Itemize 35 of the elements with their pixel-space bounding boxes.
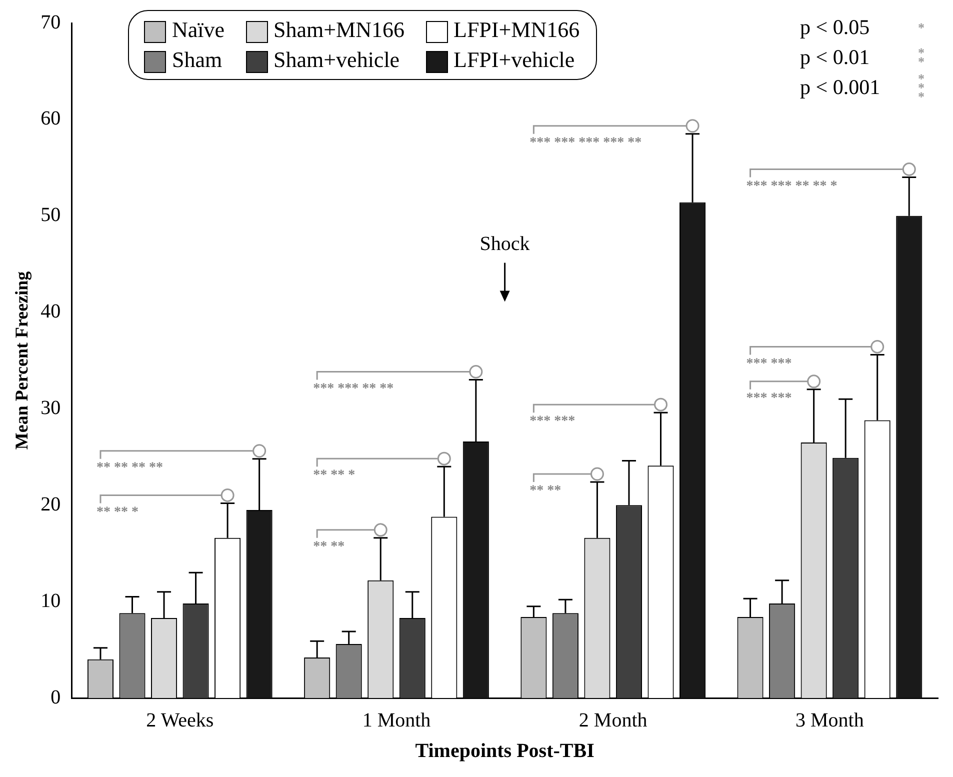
- y-tick-label: 30: [40, 396, 61, 419]
- annotation: ** ** ** **: [96, 460, 163, 476]
- annotation: ** **: [313, 540, 345, 555]
- legend-label: Naïve: [172, 17, 225, 42]
- y-tick-label: 10: [40, 590, 61, 612]
- legend-label: Sham: [172, 47, 222, 72]
- annotation: *** ***: [746, 356, 792, 372]
- legend-label: LFPI+MN166: [454, 17, 580, 42]
- annotation: Shock: [480, 233, 530, 256]
- text: p < 0.001 ***: [800, 70, 924, 104]
- y-tick-label: 60: [40, 108, 61, 130]
- text: p < 0.05 *: [800, 15, 924, 39]
- annotation: ** ** *: [313, 468, 356, 484]
- legend-label: LFPI+vehicle: [454, 47, 575, 72]
- x-axis-title: Timepoints Post-TBI: [415, 740, 595, 762]
- legend-label: Sham+vehicle: [274, 47, 400, 72]
- annotation: *** ***: [746, 391, 792, 406]
- annotation: *** ***: [530, 414, 576, 430]
- y-tick-label: 0: [50, 686, 61, 708]
- x-tick-label: 3 Month: [796, 709, 864, 732]
- text: p < 0.01 **: [800, 45, 924, 69]
- y-tick-label: 40: [40, 300, 61, 323]
- annotation: *** *** ** **: [313, 381, 394, 396]
- y-tick-label: 70: [40, 11, 61, 34]
- annotation: ** **: [530, 484, 562, 499]
- y-tick-label: 50: [40, 204, 61, 226]
- x-tick-label: 2 Month: [578, 709, 648, 732]
- annotation: *** *** *** *** **: [530, 136, 642, 150]
- annotation: *** *** ** ** *: [746, 178, 838, 194]
- annotation: ** ** *: [96, 504, 138, 520]
- x-tick-label: 2 Weeks: [146, 709, 214, 732]
- y-axis-title: Mean Percent Freezing: [11, 271, 32, 450]
- y-tick-label: 20: [40, 493, 61, 516]
- legend-label: Sham+MN166: [274, 17, 404, 42]
- x-tick-label: 1 Month: [362, 709, 431, 732]
